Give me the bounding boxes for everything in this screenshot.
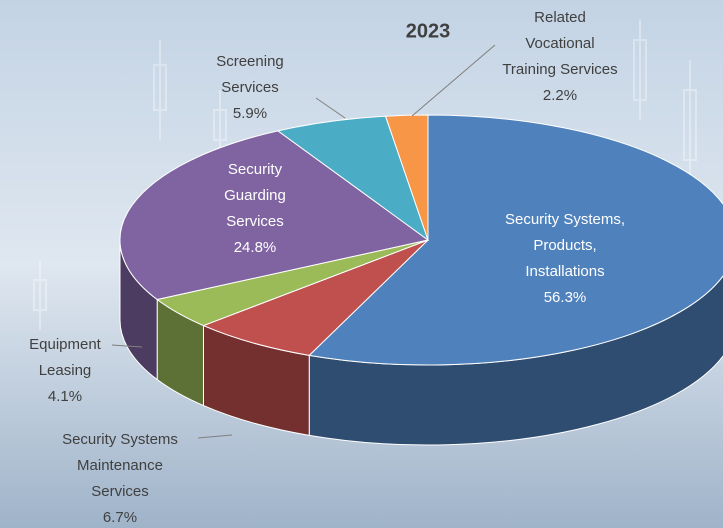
slice-label: Equipment Leasing <box>29 336 102 379</box>
leader-line <box>197 434 233 439</box>
slice-label: Security Systems Maintenance Services <box>62 431 178 500</box>
value-label: 24.8% <box>234 239 277 256</box>
value-label: 2.2% <box>543 87 577 104</box>
leader-line <box>111 344 143 348</box>
value-label: 5.9% <box>233 105 267 122</box>
value-label: 56.3% <box>544 289 587 306</box>
slice <box>202 239 429 356</box>
slice-label: Related Vocational Training Services <box>502 9 617 78</box>
slice <box>119 130 430 301</box>
slice <box>308 114 723 366</box>
leader-line <box>315 97 346 119</box>
value-label: 6.7% <box>103 509 137 526</box>
slice-label: Security Systems, Products, Installations <box>505 211 625 280</box>
value-label: 4.1% <box>48 388 82 405</box>
slice-label: Screening Services <box>216 53 284 96</box>
slice-label: Security Guarding Services <box>224 161 286 230</box>
chart-title: 2023 <box>406 20 451 42</box>
leader-line <box>411 44 496 117</box>
slice <box>384 114 429 241</box>
